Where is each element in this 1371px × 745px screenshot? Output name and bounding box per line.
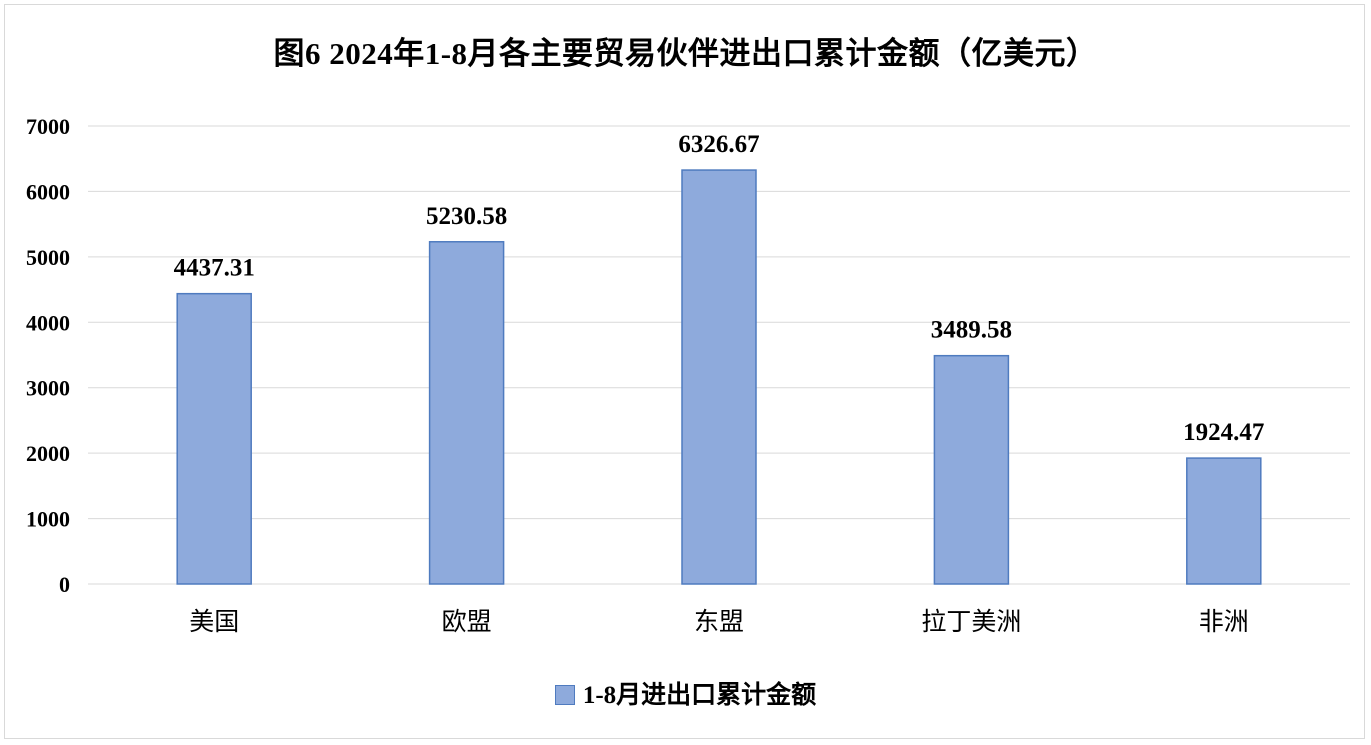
bar [1186,457,1262,585]
y-tick-label: 1000 [26,507,70,532]
legend-swatch [554,685,575,706]
x-category-label: 东盟 [694,608,744,636]
x-category-label: 美国 [189,608,239,636]
bar [681,169,757,585]
data-label: 1924.47 [1183,419,1264,446]
y-tick-label: 4000 [26,310,70,335]
y-tick-label: 7000 [26,114,70,139]
x-category-label: 非洲 [1199,608,1249,636]
bar [428,241,505,585]
bar [933,354,1010,585]
data-label: 3489.58 [931,317,1012,344]
y-tick-label: 0 [59,572,70,597]
y-tick-label: 5000 [26,245,70,270]
data-labels: 4437.31 5230.58 6326.67 3489.58 1924.47 [174,131,1265,446]
y-axis-ticks: 0 1000 2000 3000 4000 5000 6000 7000 [26,114,70,597]
x-axis-categories: 美国 欧盟 东盟 拉丁美洲 非洲 [189,608,1249,636]
data-label: 4437.31 [174,255,255,282]
x-category-label: 欧盟 [442,608,492,636]
data-label: 5230.58 [426,203,507,230]
legend: 1-8月进出口累计金额 [0,675,1371,711]
y-tick-label: 6000 [26,179,70,204]
data-label: 6326.67 [678,131,759,158]
y-tick-label: 3000 [26,376,70,401]
y-tick-label: 2000 [26,441,70,466]
bar [176,292,252,585]
chart-title: 图6 2024年1-8月各主要贸易伙伴进出口累计金额（亿美元） [273,36,1098,71]
x-category-label: 拉丁美洲 [921,608,1021,636]
bars [176,169,1262,585]
legend-label: 1-8月进出口累计金额 [582,682,817,709]
